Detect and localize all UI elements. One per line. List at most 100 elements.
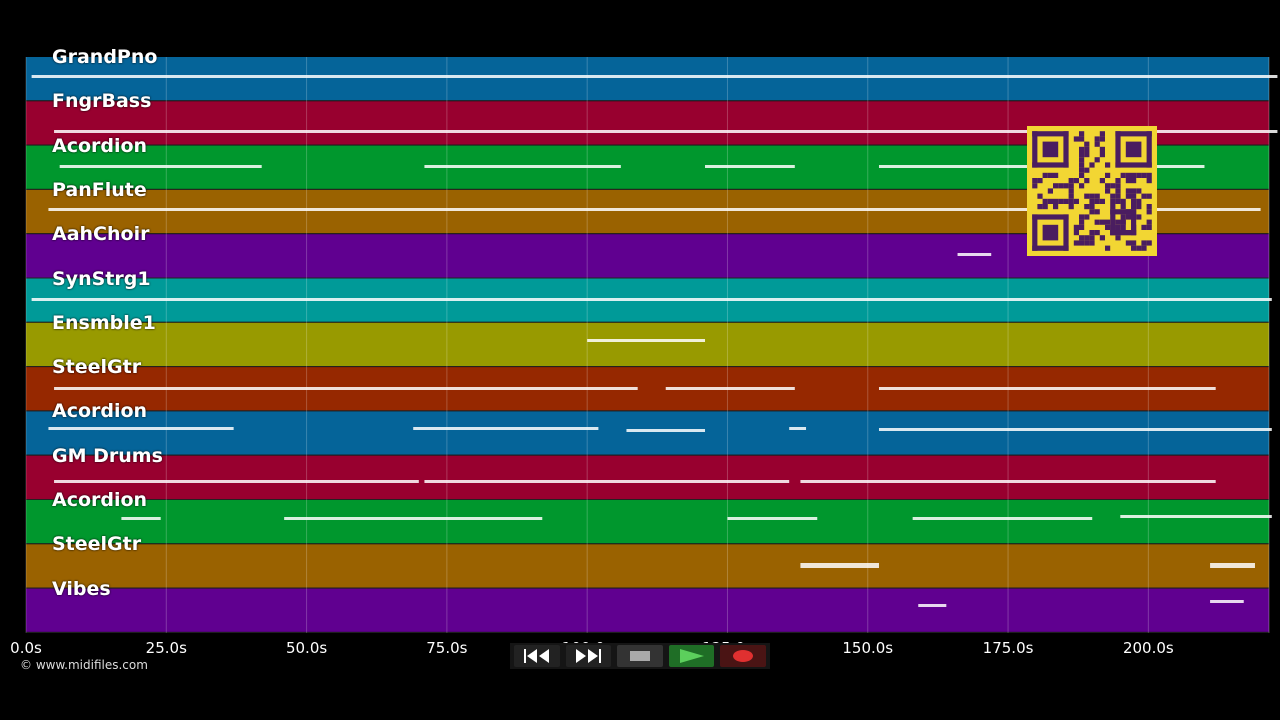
rewind-button[interactable]	[514, 645, 560, 667]
qr-cell	[1073, 230, 1079, 236]
qr-cell	[1141, 193, 1147, 199]
note-segment	[705, 165, 795, 168]
qr-cell	[1079, 162, 1085, 168]
qr-cell	[1099, 146, 1105, 152]
qr-cell	[1110, 198, 1116, 204]
qr-cell	[1037, 204, 1043, 210]
note-segment	[800, 480, 1216, 483]
record-icon	[733, 650, 754, 662]
note-segment	[1120, 515, 1272, 518]
qr-cell	[1084, 240, 1090, 246]
note-segment	[413, 427, 599, 430]
qr-cell	[1120, 204, 1126, 210]
qr-cell	[1115, 188, 1121, 194]
note-segment	[54, 130, 1278, 133]
qr-cell	[1125, 193, 1131, 199]
qr-cell	[1115, 219, 1121, 225]
lane-separator	[26, 454, 1269, 456]
qr-cell	[1032, 131, 1038, 168]
qr-cell	[1146, 204, 1152, 210]
time-tick-label: 75.0s	[426, 639, 468, 657]
qr-cell	[1053, 183, 1059, 189]
qr-cell	[1110, 183, 1116, 189]
qr-cell	[1084, 193, 1090, 199]
qr-cell	[1099, 235, 1105, 241]
qr-cell	[1089, 209, 1095, 215]
qr-cell	[1105, 162, 1111, 168]
qr-cell	[1120, 224, 1126, 230]
track-lane	[26, 500, 1269, 544]
qr-cell	[1146, 224, 1152, 230]
qr-cell	[1063, 131, 1069, 168]
qr-cell	[1115, 178, 1121, 184]
qr-cell	[1079, 172, 1085, 178]
qr-cell	[1131, 240, 1137, 246]
note-segment	[789, 427, 807, 430]
qr-cell	[1079, 146, 1085, 152]
qr-cell	[1042, 141, 1059, 158]
qr-cell	[1115, 198, 1121, 204]
qr-cell	[1110, 193, 1116, 199]
qr-cell	[1089, 204, 1095, 210]
qr-cell	[1068, 188, 1074, 194]
note-segment	[957, 253, 992, 256]
time-tick-label: 200.0s	[1122, 639, 1174, 657]
track-label: Acordion	[52, 400, 148, 423]
qr-cell	[1136, 204, 1142, 210]
track-label: AahChoir	[52, 223, 150, 246]
note-segment	[424, 165, 621, 168]
note-segment	[878, 428, 1272, 431]
qr-cell	[1089, 162, 1095, 168]
qr-cell	[1084, 146, 1090, 152]
track-label: FngrBass	[52, 90, 152, 113]
qr-cell	[1079, 219, 1085, 225]
lane-separator	[26, 631, 1269, 633]
qr-cell	[1115, 131, 1152, 137]
lane-separator	[26, 410, 1269, 412]
qr-cell	[1105, 183, 1111, 189]
qr-cell	[1089, 198, 1095, 204]
qr-cell	[1146, 209, 1152, 215]
qr-cell	[1079, 136, 1085, 142]
rewind-icon	[523, 649, 549, 663]
qr-cell	[1131, 193, 1137, 199]
qr-cell	[1146, 193, 1152, 199]
qr-cell	[1099, 131, 1105, 137]
qr-cell	[1136, 245, 1142, 251]
record-button[interactable]	[720, 645, 766, 667]
qr-cell	[1141, 224, 1147, 230]
play-button[interactable]	[668, 645, 715, 667]
qr-cell	[1105, 219, 1111, 225]
qr-cell	[1089, 193, 1095, 199]
time-tick-label: 175.0s	[982, 639, 1034, 657]
qr-cell	[1094, 141, 1100, 147]
lane-separator	[26, 144, 1269, 146]
time-tick-label: 50.0s	[285, 639, 328, 657]
qr-cell	[1084, 204, 1090, 210]
qr-cell	[1032, 245, 1069, 251]
qr-cell	[1068, 204, 1074, 210]
lane-separator	[26, 188, 1269, 190]
track-lane	[26, 544, 1269, 588]
note-segment	[31, 298, 1272, 301]
qr-cell	[1125, 214, 1131, 220]
time-tick-label: 150.0s	[842, 639, 894, 657]
fast-forward-button[interactable]	[565, 645, 612, 667]
track-label: SteelGtr	[52, 356, 142, 379]
stop-button[interactable]	[617, 645, 663, 667]
qr-cell	[1084, 152, 1090, 158]
qr-cell	[1094, 219, 1100, 225]
qr-cell	[1079, 157, 1085, 163]
qr-code[interactable]	[1027, 126, 1157, 256]
qr-cell	[1042, 224, 1059, 241]
note-segment	[587, 339, 706, 342]
lane-separator	[26, 277, 1269, 279]
qr-cell	[1099, 152, 1105, 158]
qr-cell	[1146, 219, 1152, 225]
note-segment	[121, 517, 161, 520]
qr-cell	[1053, 204, 1059, 210]
qr-cell	[1058, 183, 1064, 189]
time-tick-label: 25.0s	[145, 639, 187, 657]
qr-cell	[1037, 178, 1043, 184]
